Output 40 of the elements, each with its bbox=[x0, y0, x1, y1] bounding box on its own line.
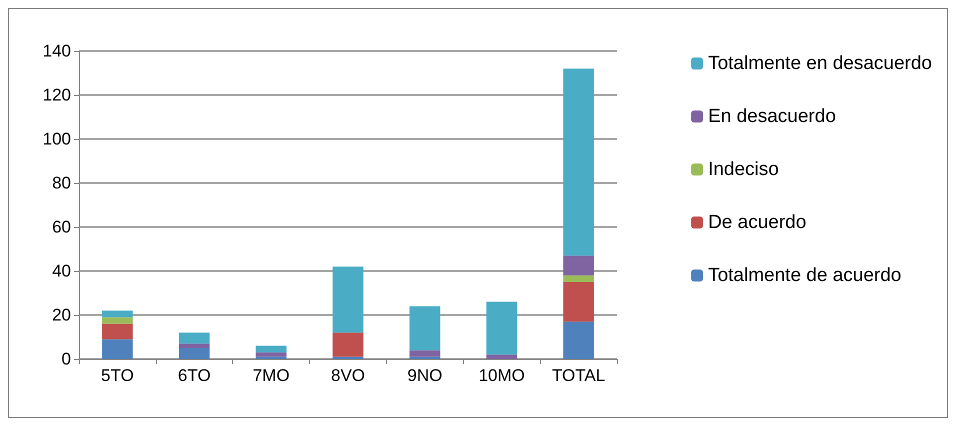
bar bbox=[102, 317, 133, 324]
legend-label: De acuerdo bbox=[708, 212, 806, 233]
legend-label: En desacuerdo bbox=[708, 106, 836, 127]
bar bbox=[563, 256, 594, 276]
bar bbox=[102, 310, 133, 318]
y-tick-label: 140 bbox=[42, 42, 71, 60]
bar bbox=[486, 354, 518, 359]
bar bbox=[409, 350, 440, 357]
y-tick-label: 0 bbox=[62, 350, 71, 368]
x-tick-label: TOTAL bbox=[552, 366, 606, 385]
y-tick-label: 80 bbox=[52, 174, 71, 192]
bar bbox=[178, 348, 210, 359]
bar bbox=[332, 266, 364, 333]
x-tick-label: 8VO bbox=[330, 366, 366, 385]
y-tick-label: 60 bbox=[52, 218, 71, 236]
bar bbox=[563, 282, 594, 322]
bar bbox=[563, 68, 594, 256]
legend-label: Indeciso bbox=[708, 159, 779, 180]
bar bbox=[256, 346, 287, 352]
legend-label: Totalmente de acuerdo bbox=[708, 265, 902, 286]
bar bbox=[563, 322, 594, 359]
bar bbox=[178, 344, 210, 348]
legend-label: Totalmente en desacuerdo bbox=[708, 53, 932, 74]
bar bbox=[256, 352, 287, 357]
x-tick-label: 5TO bbox=[101, 366, 134, 385]
x-tick-label: 9NO bbox=[407, 366, 442, 385]
bar bbox=[486, 302, 518, 355]
bar bbox=[563, 275, 594, 282]
x-tick-label: 7MO bbox=[252, 366, 290, 385]
y-tick-label: 40 bbox=[52, 262, 71, 280]
bar bbox=[178, 332, 210, 344]
x-tick-label: 6TO bbox=[178, 366, 211, 385]
y-tick-label: 120 bbox=[42, 86, 71, 104]
bar bbox=[409, 306, 440, 350]
bar bbox=[102, 339, 133, 359]
bar bbox=[332, 332, 364, 357]
bar bbox=[102, 324, 133, 340]
y-tick-label: 20 bbox=[52, 306, 71, 324]
y-tick-label: 100 bbox=[42, 130, 71, 148]
x-tick-label: 10MO bbox=[478, 366, 525, 385]
